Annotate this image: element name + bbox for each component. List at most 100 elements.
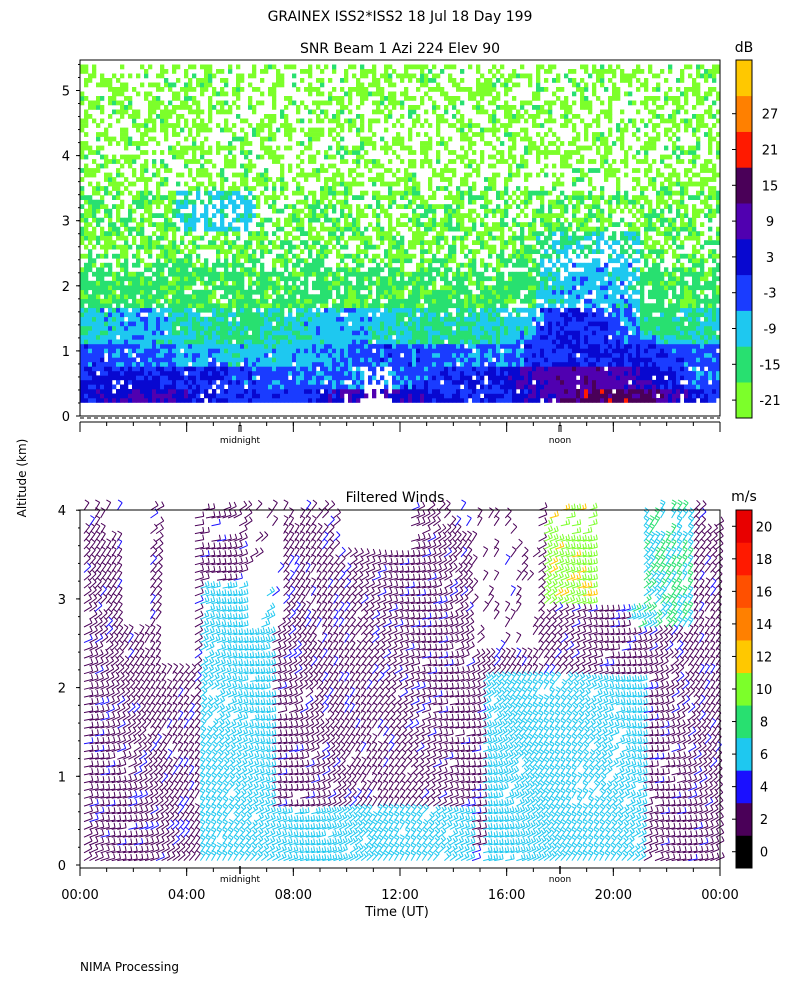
snr-cell <box>344 73 349 79</box>
snr-cell <box>428 145 433 151</box>
snr-cell <box>244 253 249 259</box>
snr-cell <box>88 312 93 318</box>
snr-cell <box>120 132 125 137</box>
snr-cell <box>96 316 101 322</box>
snr-cell <box>460 316 465 322</box>
snr-cell <box>140 348 145 354</box>
snr-cell <box>220 91 225 97</box>
snr-cell <box>180 276 185 282</box>
snr-cell <box>144 339 149 345</box>
snr-cell <box>84 398 89 403</box>
snr-cell <box>396 244 401 250</box>
snr-cell <box>364 298 369 304</box>
snr-cell <box>212 398 217 403</box>
snr-cell <box>448 366 453 372</box>
snr-cell <box>184 253 189 259</box>
snr-cell <box>372 82 377 88</box>
snr-cell <box>468 141 473 146</box>
snr-cell <box>184 100 189 106</box>
snr-cell <box>324 389 329 394</box>
snr-cell <box>100 204 105 209</box>
snr-cell <box>236 352 241 358</box>
snr-cell <box>156 190 161 196</box>
snr-panel: SNR Beam 1 Azi 224 Elev 90 012345midnigh… <box>62 40 781 446</box>
snr-cell <box>404 258 409 264</box>
snr-cell <box>332 348 337 354</box>
snr-cell <box>128 190 133 196</box>
snr-cell <box>392 294 397 300</box>
snr-cell <box>288 249 293 254</box>
snr-cell <box>260 78 265 83</box>
snr-cell <box>476 389 481 394</box>
snr-cell <box>124 267 129 273</box>
snr-cell <box>336 321 341 327</box>
snr-cell <box>452 64 457 70</box>
snr-cell <box>304 177 309 182</box>
snr-cell <box>320 213 325 218</box>
snr-cell <box>220 195 225 200</box>
snr-cell <box>324 253 329 259</box>
snr-cell <box>356 204 361 209</box>
snr-cell <box>140 150 145 155</box>
snr-cell <box>436 379 441 385</box>
snr-cell <box>276 289 281 295</box>
snr-cell <box>168 253 173 259</box>
snr-cell <box>388 312 393 318</box>
snr-cell <box>468 298 473 304</box>
snr-cell <box>84 276 89 282</box>
snr-cell <box>412 361 417 367</box>
snr-cell <box>444 222 449 227</box>
snr-cell <box>232 343 237 349</box>
snr-cell <box>184 366 189 372</box>
snr-cell <box>364 159 369 164</box>
snr-cell <box>236 334 241 340</box>
snr-cell <box>396 321 401 327</box>
snr-cell <box>168 366 173 372</box>
snr-cell <box>100 325 105 331</box>
snr-cell <box>396 154 401 160</box>
snr-cell <box>452 316 457 322</box>
snr-cell <box>136 154 141 160</box>
snr-cell <box>368 303 373 309</box>
snr-cell <box>456 213 461 218</box>
snr-cell <box>400 258 405 264</box>
snr-cell <box>240 303 245 309</box>
snr-cell <box>468 159 473 164</box>
snr-cell <box>392 271 397 277</box>
snr-cell <box>376 118 381 124</box>
snr-cell <box>268 132 273 137</box>
snr-cell <box>136 141 141 146</box>
snr-cell <box>260 384 265 390</box>
snr-cell <box>476 379 481 385</box>
snr-cell <box>200 91 205 97</box>
snr-cell <box>220 217 225 223</box>
snr-cell <box>224 123 229 128</box>
snr-cell <box>176 258 181 264</box>
snr-cell <box>468 384 473 390</box>
snr-cell <box>444 271 449 277</box>
snr-cell <box>204 222 209 227</box>
snr-cell <box>276 145 281 151</box>
snr-cell <box>264 285 269 291</box>
snr-cell <box>152 321 157 327</box>
snr-cell <box>288 276 293 282</box>
snr-cell <box>428 375 433 381</box>
snr-cell <box>356 343 361 349</box>
snr-cell <box>192 240 197 245</box>
snr-cell <box>188 280 193 286</box>
snr-cell <box>468 208 473 214</box>
snr-cell <box>100 321 105 327</box>
snr-cell <box>396 379 401 385</box>
snr-cell <box>320 244 325 250</box>
snr-cell <box>436 294 441 300</box>
snr-cell <box>292 370 297 376</box>
snr-cell <box>400 389 405 394</box>
snr-cell <box>84 213 89 218</box>
snr-cell <box>244 204 249 209</box>
snr-cell <box>112 321 117 327</box>
snr-cell <box>432 73 437 79</box>
snr-cell <box>364 213 369 218</box>
snr-cell <box>228 163 233 169</box>
snr-cell <box>156 226 161 232</box>
snr-cell <box>424 132 429 137</box>
